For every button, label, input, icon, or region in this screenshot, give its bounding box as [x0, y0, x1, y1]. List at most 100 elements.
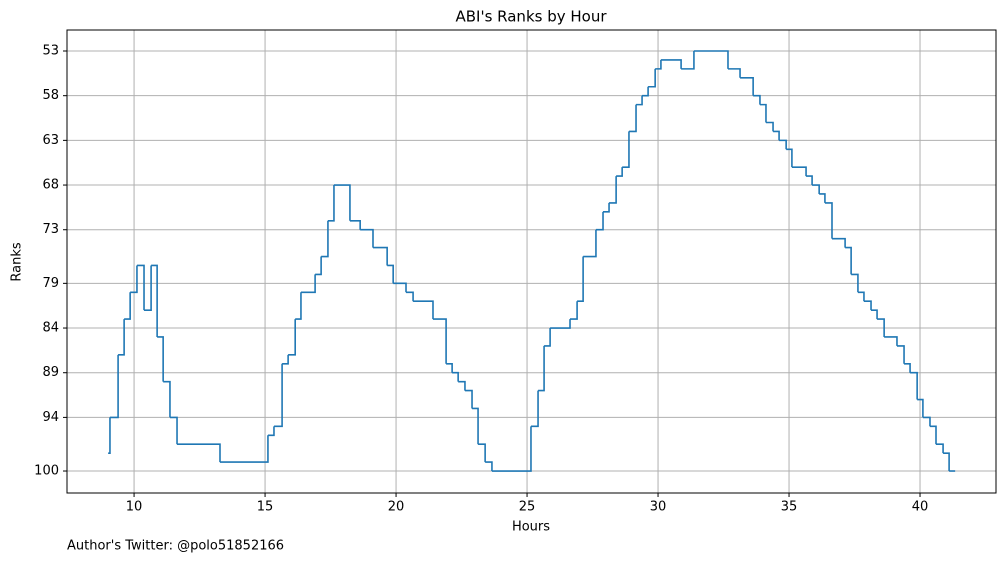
line-step	[922, 416, 931, 427]
line-step	[824, 202, 833, 239]
line-step	[740, 77, 754, 96]
line-step	[219, 435, 269, 463]
x-tick-label: 40	[912, 500, 929, 515]
line-step	[655, 59, 662, 70]
line-step	[321, 220, 329, 258]
line-step	[877, 318, 885, 337]
line-step	[108, 417, 111, 454]
line-step	[819, 193, 826, 203]
line-step	[315, 256, 322, 276]
line-step	[896, 345, 905, 364]
line-step	[130, 265, 138, 294]
line-step	[544, 328, 551, 347]
line-step	[464, 389, 473, 409]
y-tick-label: 84	[42, 321, 59, 336]
y-tick-label: 73	[42, 222, 59, 237]
plot-frame	[66, 29, 997, 494]
line-step	[333, 184, 351, 221]
line-step	[806, 175, 813, 186]
y-tick-label: 94	[42, 410, 59, 425]
line-step	[648, 68, 656, 88]
line-step	[300, 274, 316, 294]
y-tick-label: 100	[34, 464, 59, 479]
line-step	[327, 185, 335, 222]
line-step	[786, 148, 793, 168]
y-tick-label: 58	[42, 88, 59, 103]
line-step	[609, 176, 617, 204]
line-step	[413, 300, 434, 320]
line-step	[884, 336, 898, 346]
line-step	[943, 452, 950, 472]
line-step	[472, 407, 479, 445]
line-step	[831, 237, 846, 248]
line-step	[929, 425, 937, 445]
x-axis-label: Hours	[512, 520, 550, 535]
y-tick-label: 68	[42, 178, 59, 193]
x-tick-label: 30	[650, 500, 667, 515]
line-step	[693, 50, 729, 69]
line-step	[851, 273, 859, 293]
line-step	[622, 131, 630, 168]
line-step	[118, 319, 125, 356]
line-step	[616, 167, 623, 177]
line-step	[109, 354, 119, 419]
line-step	[727, 68, 741, 78]
footnote: Author's Twitter: @polo51852166	[67, 539, 284, 554]
line-step	[406, 291, 414, 302]
line-step	[393, 282, 407, 293]
y-tick-label: 53	[42, 44, 59, 59]
line-step	[642, 86, 649, 97]
line-step	[779, 139, 787, 150]
line-step	[871, 309, 878, 320]
line-step	[904, 362, 911, 373]
line-step	[628, 104, 637, 133]
line-step	[267, 426, 275, 437]
line-step	[550, 319, 571, 329]
line-step	[288, 319, 296, 356]
line-step	[169, 416, 178, 445]
line-step	[157, 336, 164, 382]
line-step	[163, 380, 171, 418]
line-step	[458, 380, 466, 391]
line-step	[863, 300, 872, 311]
line-step	[791, 166, 807, 177]
x-tick-label: 10	[126, 500, 143, 515]
line-step	[295, 292, 302, 320]
line-step	[273, 363, 283, 428]
line-step	[360, 228, 374, 248]
line-step	[478, 443, 486, 463]
line-step	[485, 461, 493, 472]
line-step	[387, 264, 394, 284]
line-step	[372, 246, 388, 266]
y-tick-label: 79	[42, 276, 59, 291]
line-step	[124, 292, 131, 320]
line-step	[583, 229, 597, 258]
x-tick-label: 35	[781, 500, 798, 515]
line-step	[936, 443, 944, 454]
line-step	[570, 301, 578, 320]
line-step	[491, 426, 532, 472]
line-step	[603, 202, 610, 213]
line-step	[759, 103, 767, 123]
line-step	[577, 256, 584, 303]
line-step	[282, 354, 289, 365]
line-step	[446, 362, 453, 373]
line-step	[452, 371, 459, 382]
line-step	[349, 219, 361, 230]
line-step	[753, 94, 761, 105]
line-step	[432, 318, 447, 364]
x-tick-label: 20	[388, 500, 405, 515]
line-step	[910, 371, 918, 400]
x-tick-label: 25	[519, 500, 536, 515]
line-step	[917, 398, 924, 418]
y-tick-label: 63	[42, 133, 59, 148]
x-tick-label: 15	[257, 500, 274, 515]
line-step	[530, 390, 539, 428]
line-step	[538, 345, 545, 392]
line-step	[144, 265, 152, 311]
line-step	[151, 264, 158, 337]
line-step	[660, 59, 682, 69]
line-step	[845, 246, 852, 275]
line-step	[681, 51, 695, 70]
